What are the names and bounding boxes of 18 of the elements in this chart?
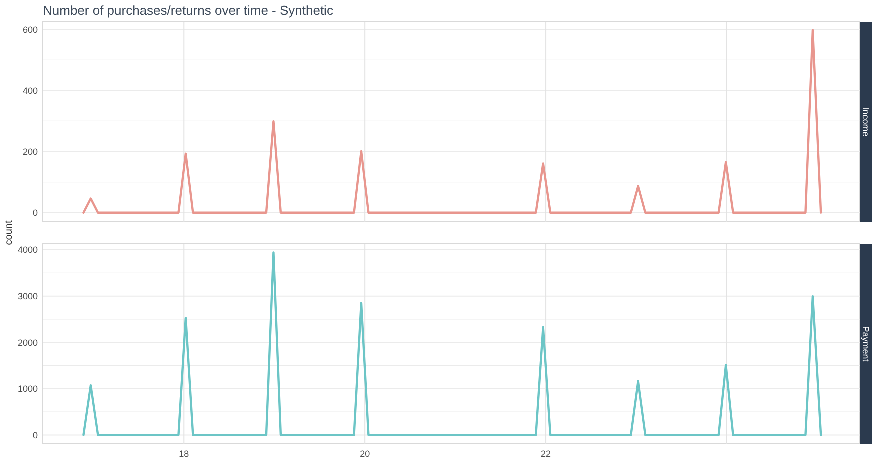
y-tick-label: 3000	[18, 291, 38, 302]
y-tick-label: 1000	[18, 384, 38, 394]
x-tick-label: 18	[179, 449, 190, 459]
y-tick-label: 200	[22, 146, 38, 157]
y-tick-label: 400	[22, 86, 38, 96]
chart-title: Number of purchases/returns over time - Synthetic	[43, 3, 334, 18]
y-tick-label: 0	[32, 208, 38, 218]
y-tick-label: 2000	[18, 338, 38, 348]
y-tick-label: 4000	[18, 245, 38, 256]
y-tick-label: 0	[32, 430, 38, 440]
line-series	[82, 29, 822, 214]
line-series	[82, 252, 822, 436]
text: Income	[860, 107, 871, 137]
y-tick-label: 600	[22, 24, 38, 35]
x-tick-label: 20	[360, 449, 370, 459]
text: Payment	[860, 326, 871, 362]
y-axis-title: count	[4, 220, 15, 246]
x-tick-label: 22	[541, 449, 552, 459]
